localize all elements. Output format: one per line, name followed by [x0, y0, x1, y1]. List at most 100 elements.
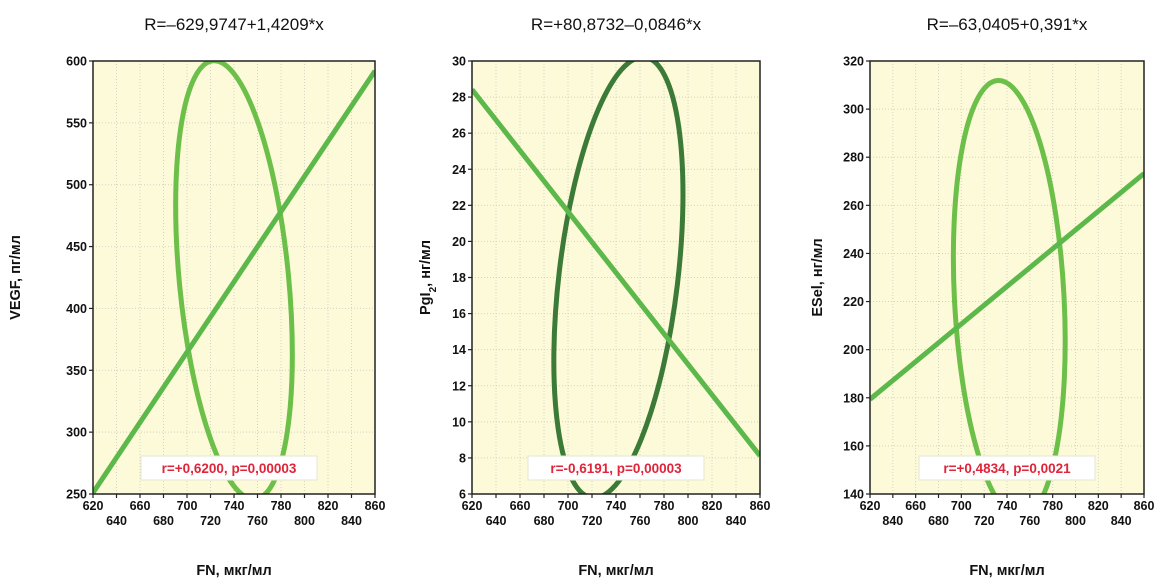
y-tick-label: 550 [66, 116, 87, 130]
y-tick-label: 24 [452, 163, 466, 177]
x-axis-label: FN, мкг/мл [969, 563, 1044, 579]
y-tick-label: 180 [843, 391, 864, 405]
regression-line [472, 87, 760, 458]
chart-panel-3: R=–63,0405+0,391*x 140 160 180 200 220 240 260 2… [810, 15, 1154, 579]
y-tick-label: 600 [66, 55, 87, 69]
x-tick-label: 860 [1134, 499, 1155, 513]
x-tick-label: 680 [928, 514, 949, 528]
y-tick-label: 22 [452, 199, 466, 213]
x-tick-label: 780 [271, 499, 292, 513]
x-tick-label: 620 [860, 499, 881, 513]
y-tick-label: 30 [452, 55, 466, 69]
plot-contents [472, 61, 760, 494]
y-tick-label: 450 [66, 240, 87, 254]
y-tick-label: 200 [843, 343, 864, 357]
stat-label: r=+0,4834, p=0,0021 [943, 461, 1071, 476]
x-tick-label: 740 [606, 499, 627, 513]
stat-label: r=-0,6191, p=0,00003 [550, 461, 682, 476]
y-tick-label: 320 [843, 55, 864, 69]
x-tick-label: 720 [974, 514, 995, 528]
x-tick-label: 860 [365, 499, 386, 513]
y-axis-label: ESel, нг/мл [810, 238, 826, 316]
regression-line [870, 171, 1144, 402]
x-axis-label: FN, мкг/мл [578, 563, 653, 579]
y-tick-label: 16 [452, 307, 466, 321]
x-tick-label: 700 [558, 499, 579, 513]
y-tick-label: 18 [452, 271, 466, 285]
x-tick-label: 780 [1042, 499, 1063, 513]
x-tick-label: 720 [582, 514, 603, 528]
x-tick-label: 620 [462, 499, 483, 513]
y-tick-label: 6 [459, 488, 466, 502]
y-axis-label: PgI2, нг/мл [418, 240, 439, 315]
x-tick-label: 660 [130, 499, 151, 513]
y-tick-label: 8 [459, 451, 466, 465]
confidence-ellipse [551, 61, 686, 494]
y-tick-label: 300 [843, 103, 864, 117]
x-tick-label: 860 [750, 499, 771, 513]
x-tick-label: 700 [177, 499, 198, 513]
y-tick-label: 160 [843, 439, 864, 453]
stat-box [527, 455, 705, 481]
y-tick-label: 12 [452, 379, 466, 393]
x-tick-label: 660 [905, 499, 926, 513]
y-axis-label-main: PgI [418, 292, 434, 315]
y-tick-label: 20 [452, 235, 466, 249]
y-tick-label: 260 [843, 199, 864, 213]
y-tick-label: 28 [452, 91, 466, 105]
y-tick-label: 250 [66, 488, 87, 502]
x-tick-label: 820 [318, 499, 339, 513]
x-tick-label: 800 [294, 514, 315, 528]
x-tick-label: 740 [224, 499, 245, 513]
confidence-ellipse [950, 78, 1068, 494]
chart-title: R=+80,8732–0,0846*x [531, 15, 702, 34]
y-tick-label: 26 [452, 127, 466, 141]
x-tick-label: 740 [997, 499, 1018, 513]
x-axis-label: FN, мкг/мл [196, 563, 271, 579]
x-tick-label: 760 [1019, 514, 1040, 528]
y-axis-label: VEGF, пг/мл [8, 235, 24, 320]
y-axis-label-rest: , нг/мл [418, 240, 434, 287]
y-tick-label: 240 [843, 247, 864, 261]
chart-panel-1: R=–629,9747+1,4209*x 250 300 350 400 450 500 55… [8, 15, 385, 579]
x-tick-label: 820 [1088, 499, 1109, 513]
x-tick-label: 820 [702, 499, 723, 513]
x-tick-label: 840 [1111, 514, 1132, 528]
chart-panel-2: R=+80,8732–0,0846*x681012141618202224262… [418, 15, 770, 579]
x-tick-label: 840 [726, 514, 747, 528]
chart-title: R=–629,9747+1,4209*x [144, 15, 324, 34]
x-tick-label: 840 [341, 514, 362, 528]
x-tick-label: 800 [678, 514, 699, 528]
x-tick-label: 780 [654, 499, 675, 513]
x-tick-label: 660 [510, 499, 531, 513]
y-tick-label: 280 [843, 151, 864, 165]
stat-box [140, 455, 318, 481]
x-tick-label: 680 [153, 514, 174, 528]
x-tick-label: 680 [534, 514, 555, 528]
regression-line [93, 69, 375, 494]
stat-box [918, 455, 1096, 481]
y-tick-label: 14 [452, 343, 466, 357]
y-tick-label: 10 [452, 415, 466, 429]
y-tick-label: 300 [66, 426, 87, 440]
plot-contents [93, 61, 375, 494]
y-tick-label: 350 [66, 364, 87, 378]
y-tick-label: 400 [66, 302, 87, 316]
confidence-ellipse [173, 61, 295, 494]
x-tick-label: 840 [882, 514, 903, 528]
y-tick-label: 220 [843, 295, 864, 309]
y-tick-label: 500 [66, 178, 87, 192]
x-tick-label: 760 [630, 514, 651, 528]
x-tick-label: 640 [106, 514, 127, 528]
x-tick-label: 640 [486, 514, 507, 528]
x-tick-label: 620 [83, 499, 104, 513]
x-tick-label: 760 [247, 514, 268, 528]
stat-label: r=+0,6200, p=0,00003 [162, 461, 297, 476]
x-tick-label: 800 [1065, 514, 1086, 528]
x-tick-label: 720 [200, 514, 221, 528]
y-tick-label: 140 [843, 488, 864, 502]
chart-title: R=–63,0405+0,391*x [927, 15, 1088, 34]
y-axis-label-subscript: 2 [428, 286, 439, 292]
x-tick-label: 700 [951, 499, 972, 513]
